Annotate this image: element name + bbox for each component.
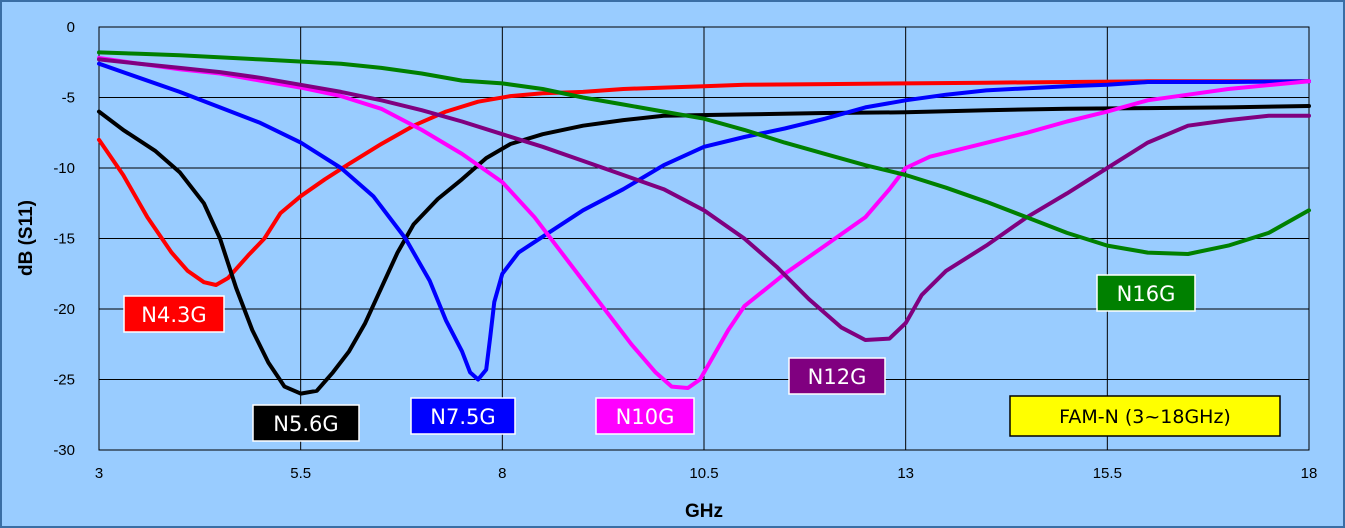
series-line-n4-3g [97,79,1311,287]
series-label-text: N7.5G [430,405,495,429]
series-line-n12g [97,57,1311,342]
info-box: FAM-N (3~18GHz) [1009,395,1281,437]
y-axis-title: dB (S11) [16,200,37,276]
series-label-n5-6g: N5.6G [252,404,360,442]
x-tick-label: 15.5 [1093,465,1122,482]
series-lines [97,50,1311,396]
series-label-text: N16G [1117,282,1176,306]
y-tick-label: -30 [53,442,75,459]
series-label-n7-5g: N7.5G [410,397,516,435]
y-tick-label: 0 [67,19,75,36]
y-tick-label: -5 [62,90,75,107]
info-box-background [1009,395,1281,437]
series-label-text: N10G [616,405,675,429]
series-label-background [123,295,225,333]
series-labels: N4.3G N5.6G N7.5G N10G N12G N16G [123,274,1196,442]
series-label-n12g: N12G [788,357,886,395]
y-tick-label: -25 [53,372,75,389]
x-tick-label: 8 [498,465,506,482]
series-line-n7-5g [97,61,1311,382]
series-label-n10g: N10G [595,397,695,435]
series-label-background [595,397,695,435]
x-tick-label: 5.5 [290,465,311,482]
series-line-n10g [97,56,1311,390]
series-label-background [1096,274,1196,312]
series-label-text: N12G [808,365,867,389]
x-tick-label: 13 [897,465,914,482]
y-tick-label: -10 [53,160,75,177]
series-label-background [252,404,360,442]
y-tick-label: -20 [53,301,75,318]
x-tick-label: 18 [1301,465,1318,482]
y-axis-ticks: 0 -5 -10 -15 -20 -25 -30 [53,19,75,459]
series-label-n16g: N16G [1096,274,1196,312]
series-label-text: N5.6G [273,412,338,436]
series-line-n16g [97,50,1311,256]
series-label-background [788,357,886,395]
x-axis-title: GHz [685,501,723,522]
info-box-text: FAM-N (3~18GHz) [1059,406,1231,428]
y-tick-label: -15 [53,231,75,248]
x-axis-ticks: 3 5.5 8 10.5 13 15.5 18 [95,465,1318,482]
x-tick-label: 3 [95,465,103,482]
series-label-n4-3g: N4.3G [123,295,225,333]
x-tick-label: 10.5 [689,465,718,482]
series-label-background [410,397,516,435]
series-label-text: N4.3G [141,303,206,327]
